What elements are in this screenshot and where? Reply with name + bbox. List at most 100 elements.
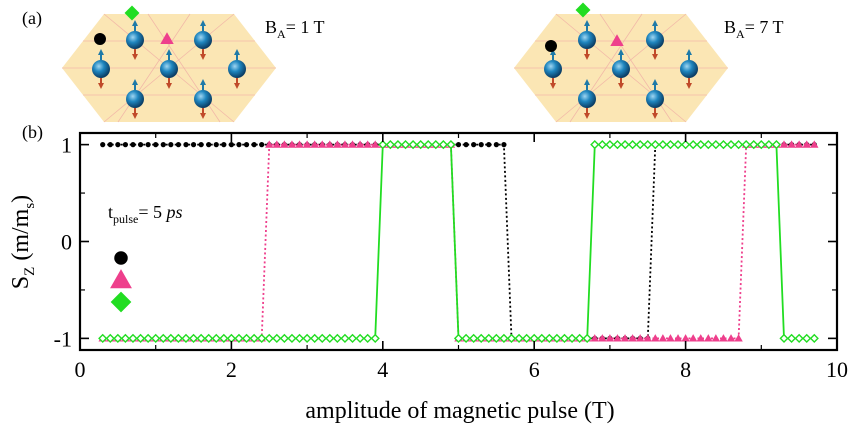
data-point-diamond xyxy=(802,333,812,343)
data-point-diamond xyxy=(446,140,456,150)
data-point-circle xyxy=(175,142,182,148)
data-point-diamond xyxy=(484,333,494,343)
data-point-diamond xyxy=(779,333,789,343)
spin-down-arrowhead xyxy=(132,54,138,60)
spin-site xyxy=(160,49,178,89)
data-point-diamond xyxy=(378,140,388,150)
data-point-diamond xyxy=(749,140,759,150)
data-point-diamond xyxy=(786,333,797,343)
data-point-circle xyxy=(130,142,136,148)
data-point-triangle xyxy=(779,140,789,148)
data-point-diamond xyxy=(340,333,350,343)
spin-ball xyxy=(544,60,562,78)
data-point-diamond xyxy=(696,140,706,150)
data-point-circle xyxy=(478,142,484,148)
data-point-triangle xyxy=(333,140,342,148)
spin-down-arrowhead xyxy=(652,113,658,119)
data-point-diamond xyxy=(310,333,320,343)
data-point-diamond xyxy=(408,140,418,150)
data-point-diamond xyxy=(181,333,191,343)
data-point-diamond xyxy=(438,140,448,150)
data-point-triangle xyxy=(704,334,713,342)
y-tick-label: -1 xyxy=(54,326,72,351)
data-point-triangle xyxy=(673,334,683,342)
data-point-diamond xyxy=(734,140,744,150)
spin-down-arrowhead xyxy=(550,83,556,89)
data-point-diamond xyxy=(741,140,751,150)
legend-marker-diamond xyxy=(110,291,132,313)
y-axis-title: SZ (m/ms) xyxy=(8,195,38,289)
spin-up-arrowhead xyxy=(584,20,590,26)
data-point-triangle xyxy=(348,140,357,148)
data-point-diamond xyxy=(143,333,153,343)
panel-a-label: (a) xyxy=(22,8,42,29)
spin-site xyxy=(646,20,664,60)
data-point-diamond xyxy=(264,333,274,343)
data-point-diamond xyxy=(347,333,358,343)
spin-up-arrowhead xyxy=(618,49,624,55)
spin-site xyxy=(126,20,144,60)
data-point-triangle xyxy=(598,334,607,342)
x-tick-label: 4 xyxy=(377,357,388,382)
data-point-triangle xyxy=(363,140,372,148)
x-tick-label: 6 xyxy=(529,357,540,382)
legend-title: tpulse= 5 ps xyxy=(108,202,183,226)
legend-marker-triangle xyxy=(110,269,132,289)
data-point-circle xyxy=(137,142,144,148)
data-point-triangle xyxy=(734,334,743,342)
data-point-diamond xyxy=(635,140,645,150)
data-point-diamond xyxy=(514,333,524,343)
x-tick-label: 10 xyxy=(826,357,848,382)
data-point-diamond xyxy=(287,333,297,343)
data-point-triangle xyxy=(620,334,630,342)
spin-ball xyxy=(612,60,630,78)
data-point-diamond xyxy=(234,333,244,343)
data-point-triangle xyxy=(325,140,335,148)
spin-down-arrowhead xyxy=(584,54,590,60)
data-point-triangle xyxy=(272,140,282,148)
data-point-diamond xyxy=(385,140,395,150)
data-point-triangle xyxy=(265,140,274,148)
data-point-triangle xyxy=(355,140,365,148)
data-point-diamond xyxy=(98,333,108,343)
series-line-diamond xyxy=(102,143,815,340)
spin-up-arrowhead xyxy=(132,79,138,85)
data-point-triangle xyxy=(681,334,690,342)
data-point-diamond xyxy=(506,333,517,343)
data-point-diamond xyxy=(756,140,766,150)
data-point-diamond xyxy=(135,333,146,343)
data-point-diamond xyxy=(363,333,373,343)
data-point-diamond xyxy=(272,333,282,343)
data-point-circle xyxy=(100,142,106,148)
data-point-diamond xyxy=(650,140,660,150)
spin-up-arrowhead xyxy=(200,79,206,85)
data-point-circle xyxy=(486,142,492,148)
spin-site xyxy=(92,49,110,89)
data-point-triangle xyxy=(605,334,615,342)
data-point-diamond xyxy=(620,140,630,150)
spin-up-arrowhead xyxy=(166,49,172,55)
data-point-circle xyxy=(183,142,189,148)
data-point-diamond xyxy=(764,140,774,150)
data-point-diamond xyxy=(423,140,433,150)
spin-down-arrowhead xyxy=(98,83,104,89)
data-point-triangle xyxy=(302,140,312,148)
data-point-diamond xyxy=(597,140,607,150)
spin-ball xyxy=(126,31,144,49)
spin-ball xyxy=(578,90,596,108)
right-field-label: BA= 7 T xyxy=(724,17,784,41)
data-point-circle xyxy=(501,142,507,148)
spin-site xyxy=(612,49,630,89)
spin-up-arrowhead xyxy=(584,79,590,85)
data-point-diamond xyxy=(703,140,713,150)
spin-site xyxy=(194,79,212,119)
data-point-diamond xyxy=(302,333,312,343)
data-point-triangle xyxy=(590,334,599,342)
site-marker-diamond xyxy=(575,2,591,18)
data-point-diamond xyxy=(317,333,327,343)
spin-ball xyxy=(194,90,212,108)
data-point-circle xyxy=(228,142,234,148)
data-point-triangle xyxy=(802,140,811,148)
data-point-circle xyxy=(463,142,469,148)
x-tick-label: 2 xyxy=(226,357,237,382)
